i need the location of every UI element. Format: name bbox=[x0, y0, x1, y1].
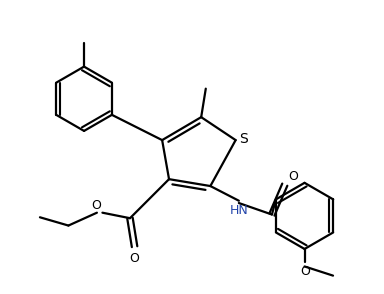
Text: O: O bbox=[288, 170, 298, 183]
Text: O: O bbox=[91, 199, 101, 212]
Text: O: O bbox=[130, 252, 139, 265]
Text: O: O bbox=[301, 265, 310, 278]
Text: HN: HN bbox=[230, 204, 248, 217]
Text: S: S bbox=[240, 132, 248, 146]
